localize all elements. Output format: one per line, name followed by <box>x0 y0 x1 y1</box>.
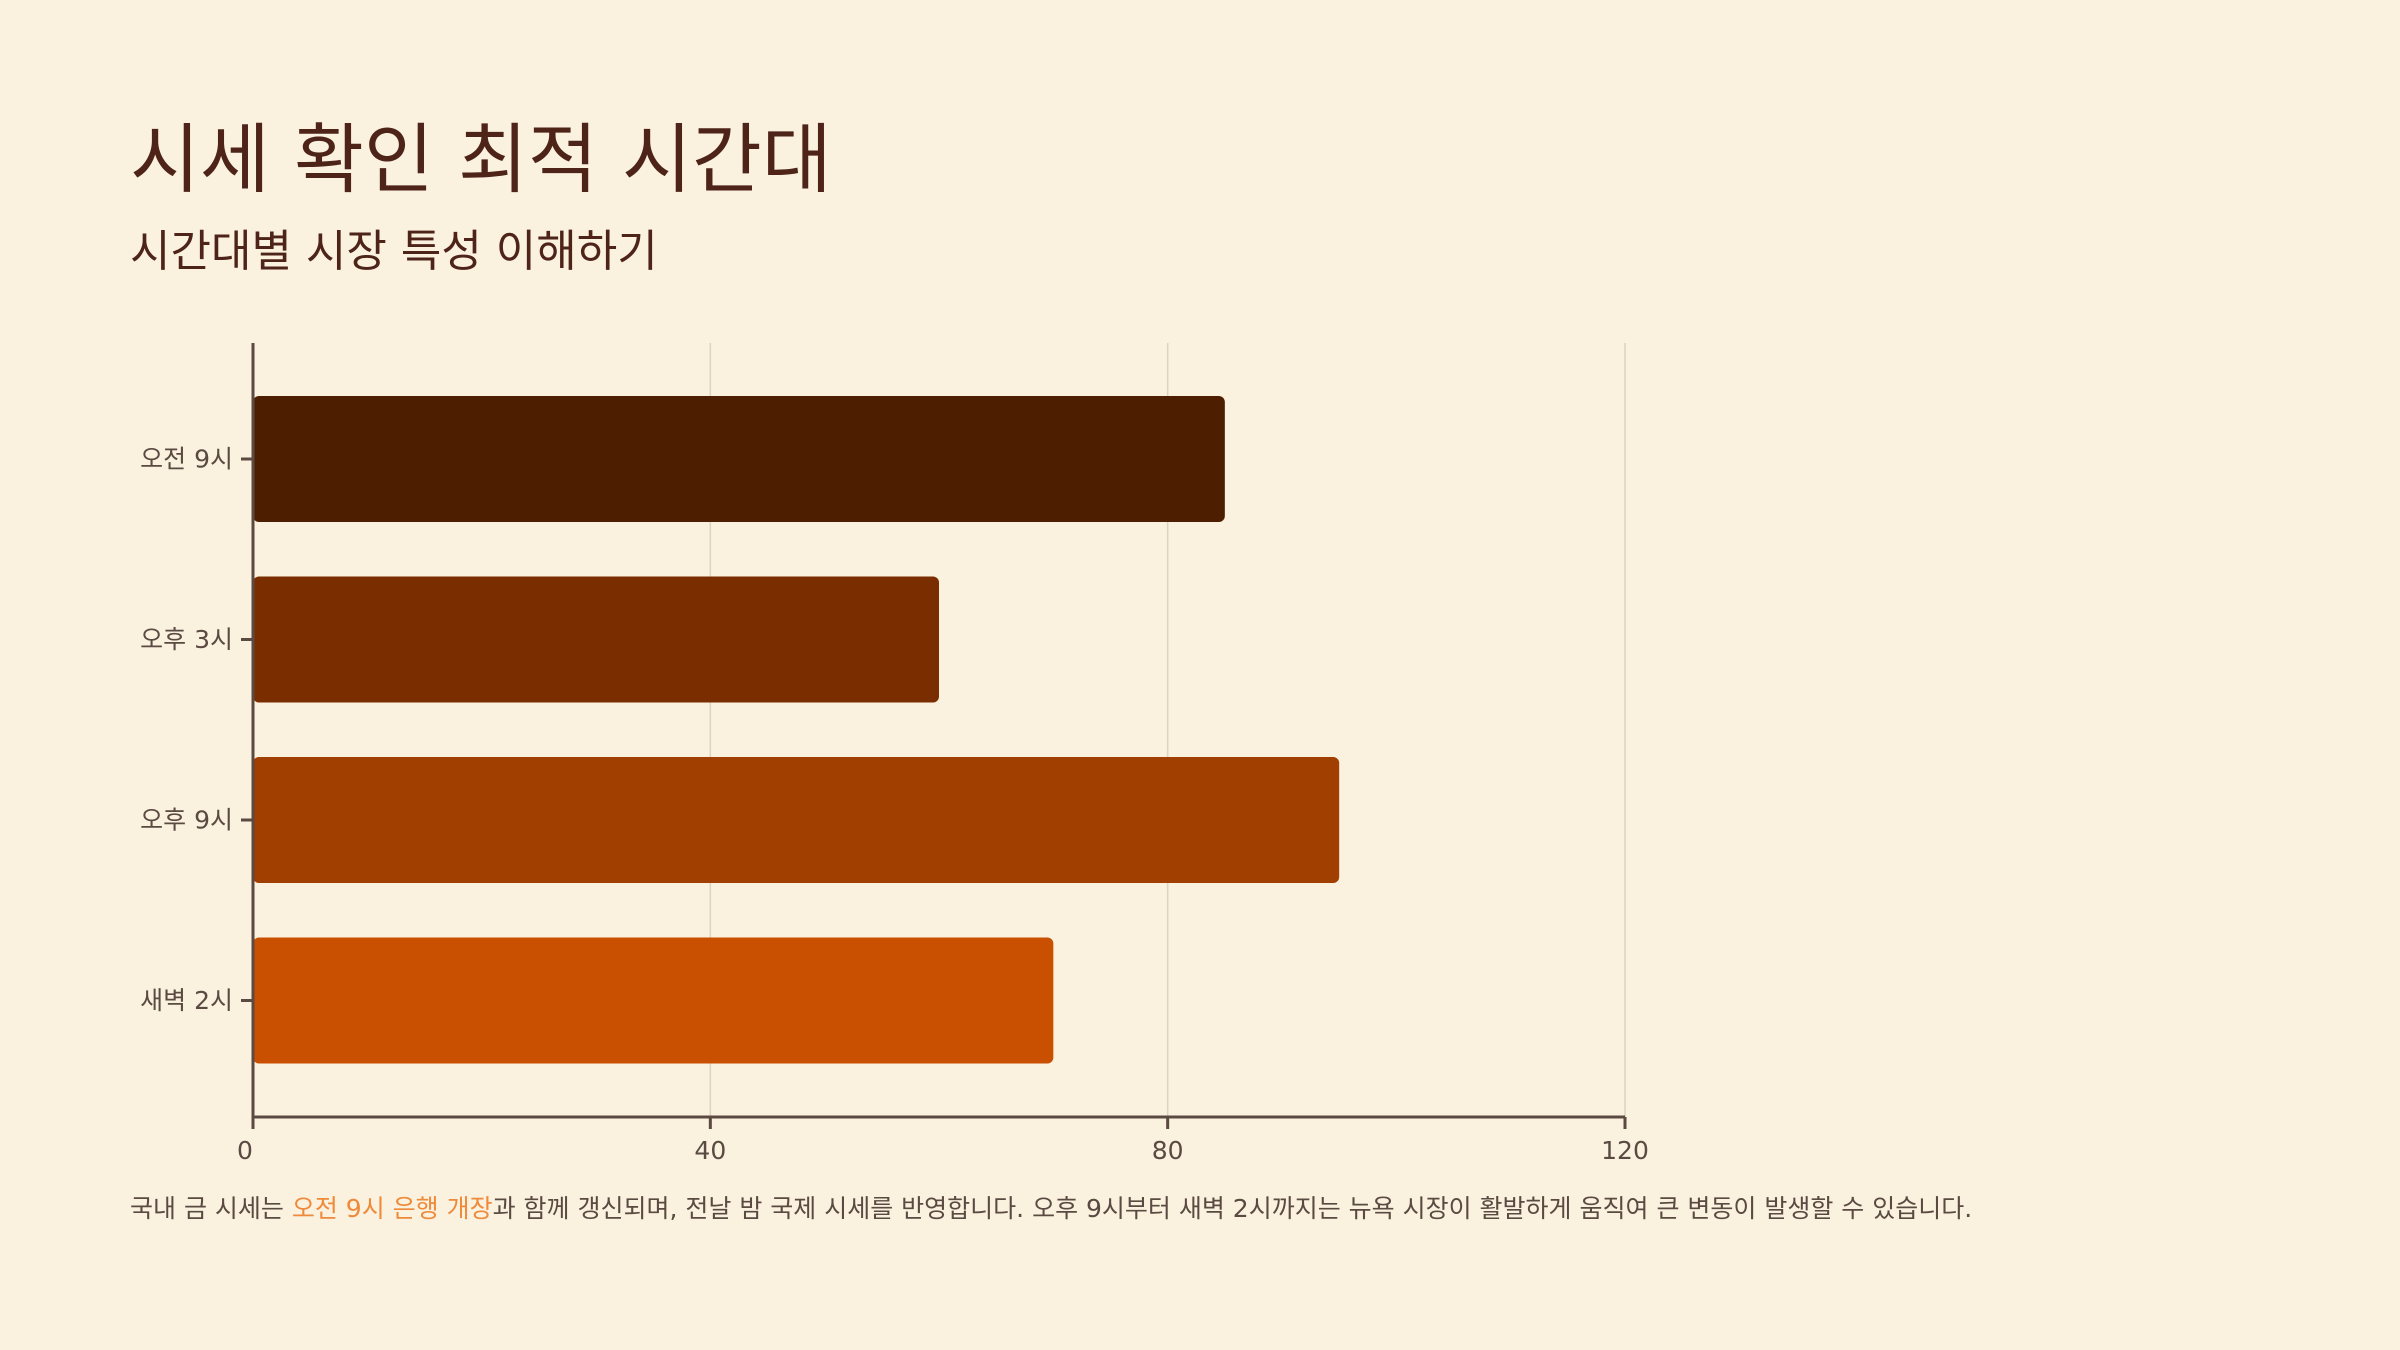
footnote-highlight: 오전 9시 은행 개장 <box>291 1194 493 1223</box>
bar-3 <box>253 937 1054 1064</box>
page-subtitle: 시간대별 시장 특성 이해하기 <box>130 226 658 277</box>
bar-1 <box>253 576 939 703</box>
bars <box>253 396 1340 1064</box>
x-tick-label-0: 0 <box>237 1136 253 1165</box>
y-tick-label-0: 오전 9시 <box>140 445 233 474</box>
footnote-text-after: 과 함께 갱신되며, 전날 밤 국제 시세를 반영합니다. 오후 9시부터 새벽… <box>492 1194 1973 1223</box>
footnote-text-before: 국내 금 시세는 <box>130 1194 292 1223</box>
footnote: 국내 금 시세는 오전 9시 은행 개장과 함께 갱신되며, 전날 밤 국제 시… <box>130 1193 1972 1226</box>
x-tick-label-3: 120 <box>1601 1136 1649 1165</box>
page-title: 시세 확인 최적 시간대 <box>130 115 832 204</box>
y-tick-label-1: 오후 3시 <box>140 625 233 654</box>
y-tick-label-2: 오후 9시 <box>140 806 233 835</box>
bar-2 <box>253 757 1340 883</box>
x-tick-label-2: 80 <box>1152 1136 1184 1165</box>
bar-0 <box>253 396 1225 522</box>
axes <box>241 343 1627 1129</box>
x-tick-label-1: 40 <box>694 1136 726 1165</box>
y-tick-label-3: 새벽 2시 <box>140 986 233 1015</box>
